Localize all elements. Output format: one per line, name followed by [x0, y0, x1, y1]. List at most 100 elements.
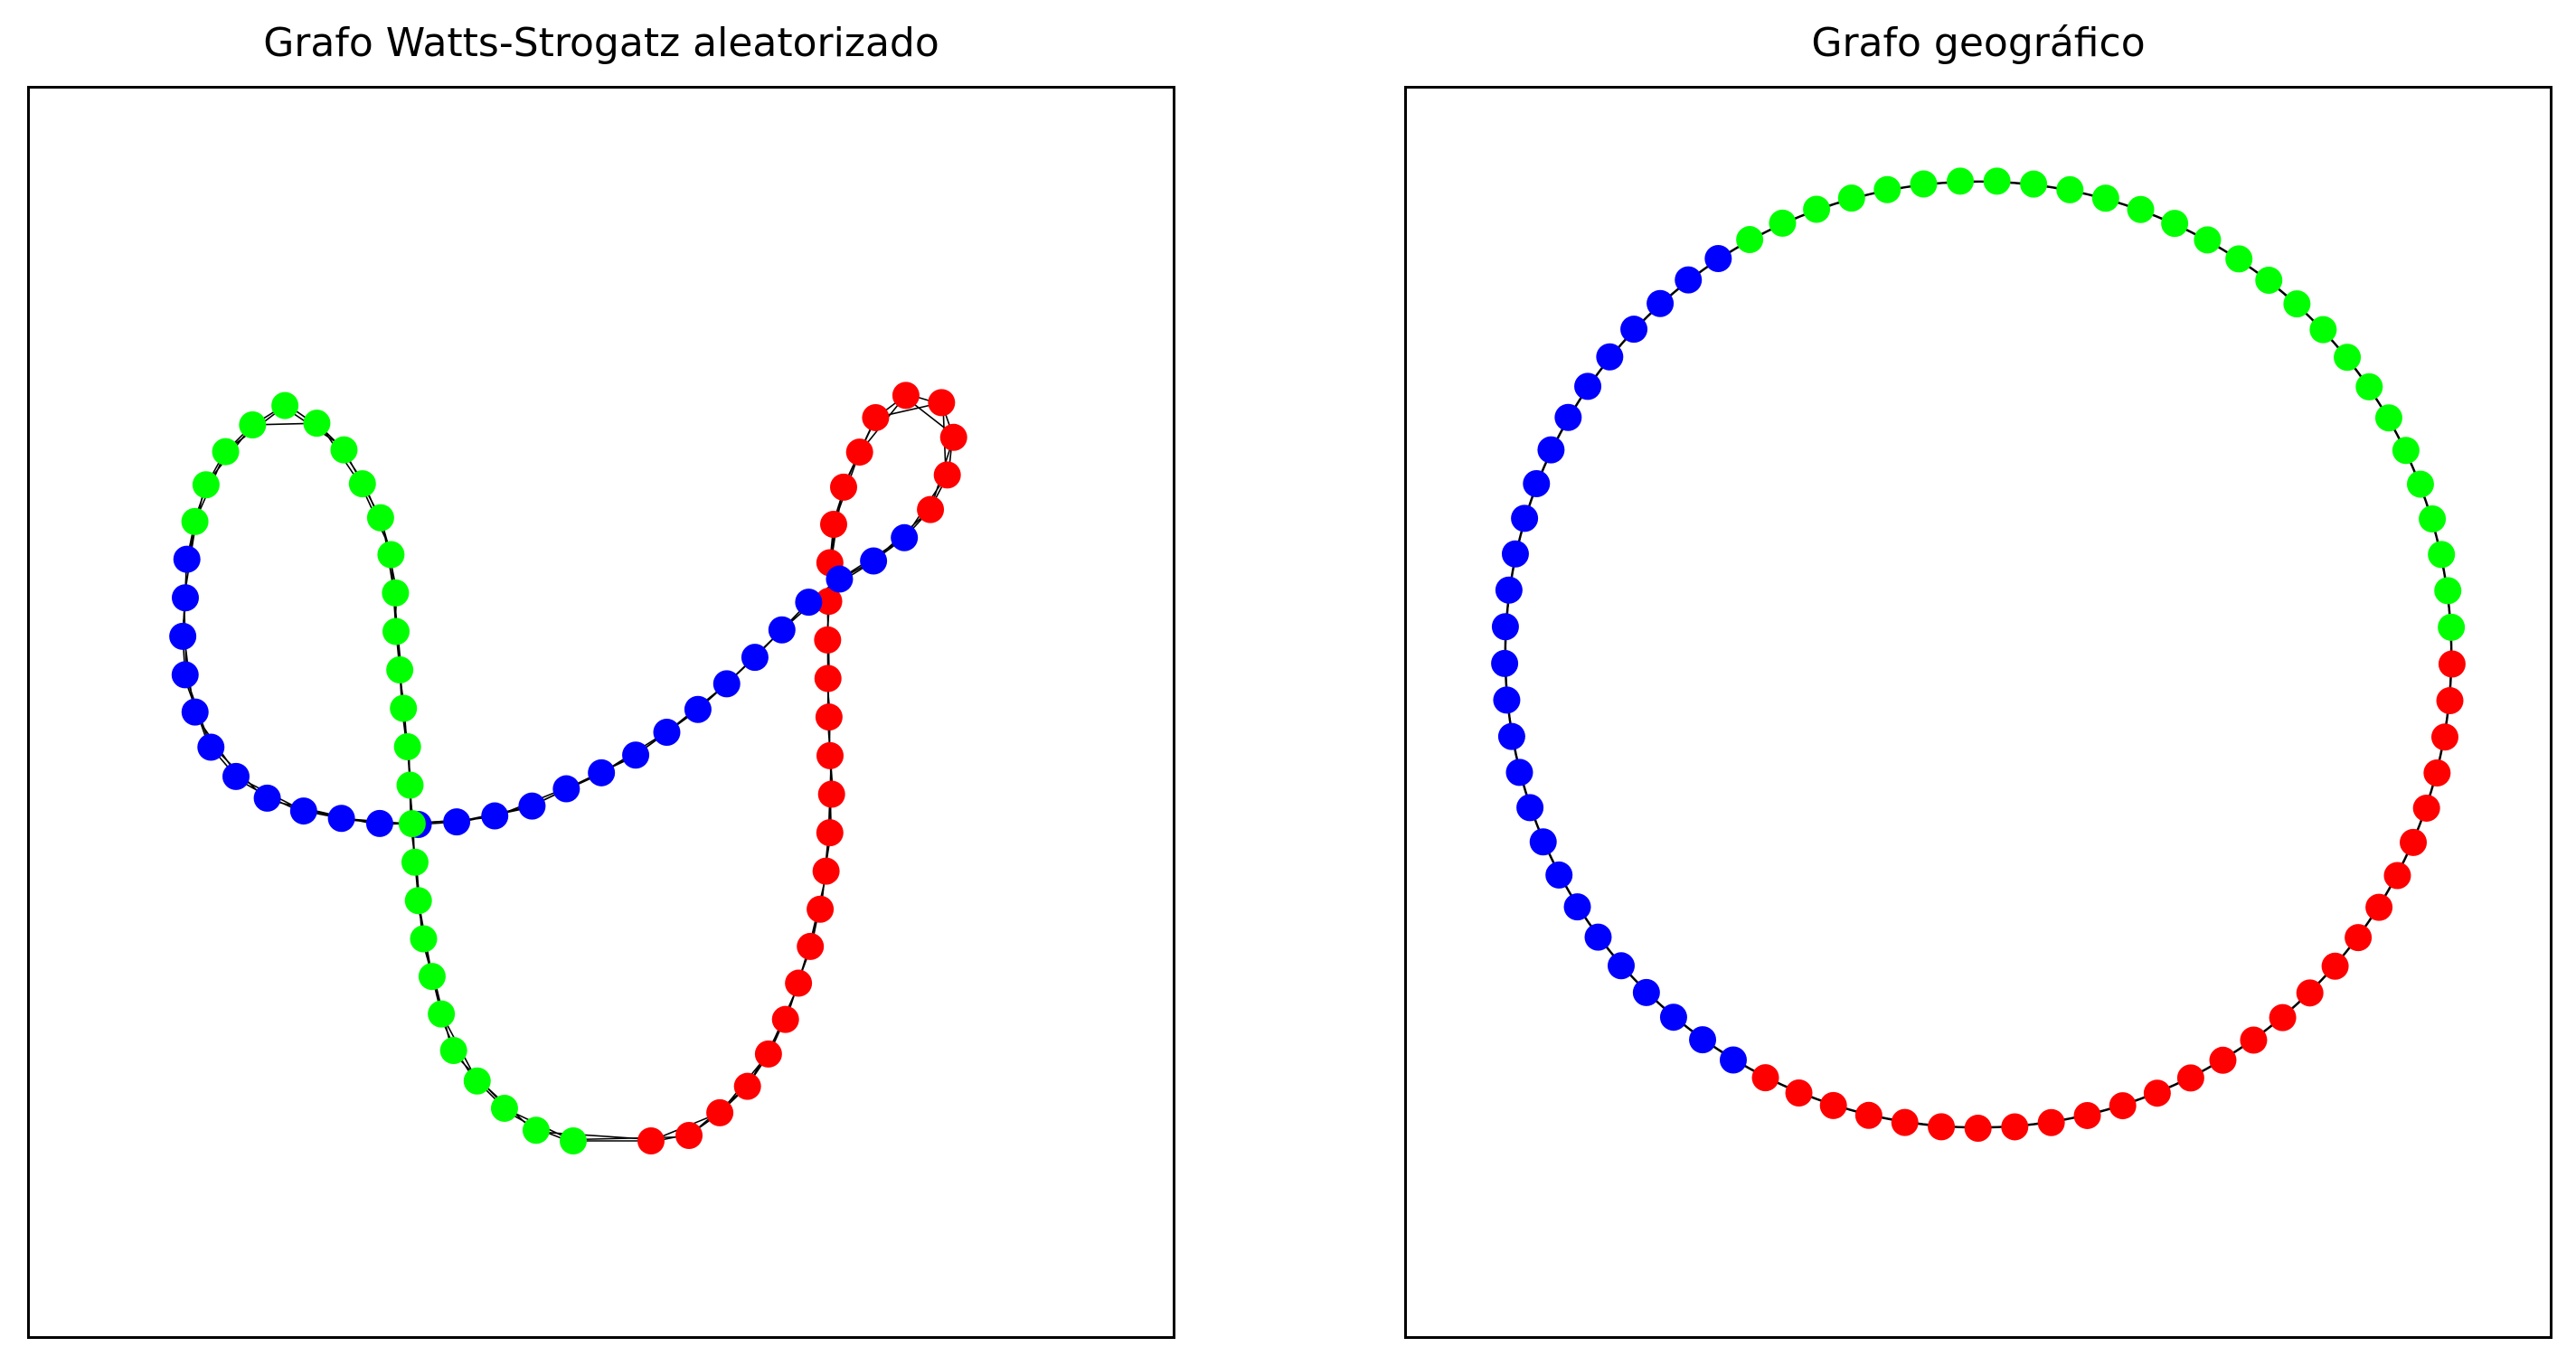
ws-graph-node	[404, 887, 432, 915]
ws-graph-node	[463, 1067, 491, 1095]
geo-graph-node	[2255, 267, 2283, 295]
ws-graph-node	[754, 1040, 782, 1068]
ws-graph-node	[443, 808, 471, 836]
ws-graph-node	[771, 1005, 799, 1033]
geo-graph-node	[1501, 540, 1529, 568]
ws-graph-node	[366, 504, 394, 532]
geo-graph-node	[2037, 1108, 2065, 1136]
ws-graph-node	[330, 436, 358, 464]
geo-graph-node	[1769, 209, 1797, 237]
watts-strogatz-graph-panel	[27, 86, 1175, 1339]
geo-graph-node	[2430, 723, 2458, 751]
geo-graph-node	[1537, 436, 1565, 464]
geo-graph-node	[2406, 470, 2434, 498]
ws-graph-node	[212, 438, 240, 466]
geo-graph-node	[1837, 184, 1865, 212]
right-panel-frame	[1404, 86, 2552, 1339]
ws-graph-node	[785, 969, 813, 997]
ws-graph-node	[271, 391, 299, 419]
ws-graph-node	[410, 925, 438, 953]
geo-graph-node	[1964, 1114, 1992, 1142]
ws-graph-node	[706, 1098, 734, 1126]
geo-graph-node	[1751, 1064, 1779, 1092]
geo-graph-node	[2283, 290, 2311, 318]
ws-graph-node	[181, 507, 209, 535]
ws-graph-node	[795, 589, 823, 617]
left-panel-frame	[27, 86, 1175, 1339]
ws-graph-node	[815, 703, 843, 731]
ws-graph-node	[382, 617, 410, 645]
geo-graph-node	[2194, 226, 2222, 254]
ws-graph-node	[928, 389, 956, 417]
ws-graph-node	[637, 1127, 665, 1154]
geo-graph-node	[1689, 1026, 1717, 1054]
ws-graph-node	[797, 932, 825, 960]
geo-graph-node	[2161, 210, 2189, 238]
ws-graph-node	[490, 1094, 518, 1122]
ws-graph-node	[845, 438, 873, 466]
ws-graph-node	[817, 780, 845, 808]
geo-graph-node	[2355, 372, 2383, 400]
geo-graph-node	[1803, 195, 1831, 223]
geo-graph-node	[1854, 1101, 1882, 1129]
ws-graph-node	[819, 511, 847, 539]
geo-graph-node	[1516, 794, 1544, 822]
ws-graph-node	[222, 762, 250, 790]
geo-graph-node	[1529, 828, 1557, 856]
geo-graph-node	[2365, 893, 2393, 921]
ws-graph-node	[428, 1000, 456, 1028]
geo-graph-node	[2020, 170, 2048, 198]
geo-graph-node	[1523, 469, 1551, 497]
ws-graph-node	[891, 523, 919, 551]
right-nodes-layer	[1491, 167, 2466, 1142]
geo-graph-node	[1497, 722, 1525, 750]
geo-graph-node	[1736, 226, 1764, 254]
geo-graph-node	[1910, 170, 1938, 198]
geo-graph-node	[2269, 1003, 2297, 1032]
ws-graph-node	[192, 471, 220, 499]
geo-graph-node	[2225, 245, 2253, 273]
geo-graph-node	[1511, 504, 1539, 532]
ws-graph-node	[816, 741, 844, 769]
geo-graph-node	[1785, 1079, 1813, 1107]
ws-graph-node	[393, 732, 421, 760]
geo-graph-node	[1704, 245, 1732, 273]
ws-graph-node	[653, 718, 681, 746]
ws-graph-edge	[574, 1135, 688, 1141]
geo-graph-node	[1891, 1108, 1919, 1136]
ws-graph-node	[816, 819, 844, 847]
ws-graph-node	[552, 775, 580, 803]
geo-graph-node	[1620, 316, 1648, 344]
geo-graph-node	[2345, 924, 2373, 952]
geo-graph-node	[1675, 266, 1703, 294]
ws-graph-node	[917, 495, 945, 523]
ws-graph-node	[173, 545, 201, 573]
ws-graph-node	[814, 664, 842, 692]
geo-graph-node	[2073, 1101, 2101, 1129]
geo-graph-node	[2334, 344, 2362, 372]
geo-graph-node	[1554, 403, 1582, 431]
ws-graph-node	[253, 784, 281, 812]
ws-graph-node	[348, 470, 376, 498]
ws-graph-node	[814, 626, 842, 654]
ws-graph-node	[171, 584, 199, 612]
geo-graph-node	[1493, 686, 1521, 714]
ws-graph-node	[390, 694, 418, 722]
geo-graph-node	[2091, 184, 2119, 212]
geographic-graph-panel	[1404, 86, 2552, 1339]
geo-graph-node	[2296, 979, 2324, 1007]
geo-graph-node	[1491, 649, 1519, 677]
ws-graph-node	[439, 1037, 467, 1065]
geo-graph-node	[1873, 175, 1901, 203]
geo-graph-node	[2400, 828, 2428, 856]
geo-graph-node	[2056, 175, 2084, 203]
geo-graph-node	[2436, 687, 2464, 715]
geo-graph-node	[2438, 650, 2466, 678]
ws-graph-node	[712, 670, 741, 698]
ws-graph-node	[939, 423, 967, 451]
ws-graph-node	[522, 1116, 550, 1145]
geo-graph-node	[2423, 759, 2451, 787]
left-panel-title: Grafo Watts-Strogatz aleatorizado	[263, 20, 939, 66]
geo-graph-node	[1596, 343, 1624, 371]
ws-graph-node	[812, 857, 840, 885]
